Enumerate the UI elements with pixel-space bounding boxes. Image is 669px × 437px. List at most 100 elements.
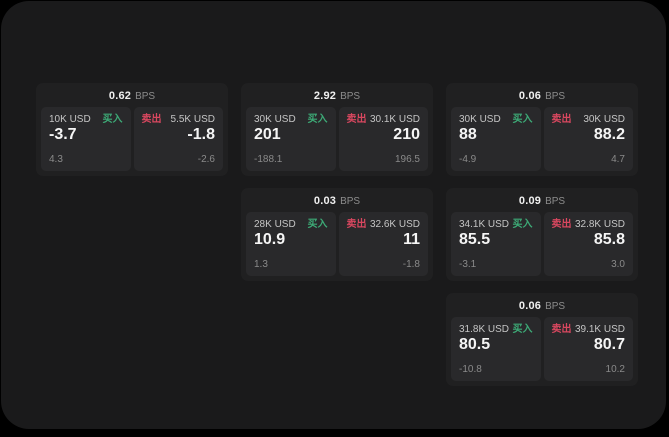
card-header: 2.92 BPS	[241, 87, 433, 105]
bps-value: 0.06	[518, 90, 542, 102]
sell-price: -1.8	[187, 126, 215, 143]
card-body: 30K USD 买入 201 -188.1 卖出 30.1K USD 210 1…	[241, 105, 433, 171]
main-panel: 0.62 BPS 10K USD 买入 -3.7 4.3 卖出 5.5K USD…	[1, 1, 666, 429]
card-body: 30K USD 买入 88 -4.9 卖出 30K USD 88.2 4.7	[446, 105, 638, 171]
sell-price: 85.8	[593, 231, 625, 248]
buy-amount: 30K USD	[459, 114, 501, 125]
card-body: 28K USD 买入 10.9 1.3 卖出 32.6K USD 11 -1.8	[241, 210, 433, 276]
sell-side-label: 卖出	[551, 114, 572, 125]
buy-side-label: 买入	[512, 114, 533, 125]
buy-top-row: 30K USD 买入	[459, 114, 533, 125]
buy-delta: -188.1	[254, 154, 283, 165]
buy-top-row: 10K USD 买入	[49, 114, 123, 125]
buy-top-row: 28K USD 买入	[254, 219, 328, 230]
bps-unit-label: BPS	[340, 195, 361, 207]
sell-side-label: 卖出	[346, 114, 367, 125]
buy-delta: -3.1	[459, 259, 477, 270]
sell-quote-panel[interactable]: 卖出 39.1K USD 80.7 10.2	[543, 317, 633, 381]
sell-amount: 5.5K USD	[170, 114, 215, 125]
sell-quote-panel[interactable]: 卖出 32.8K USD 85.8 3.0	[543, 212, 633, 276]
card-header: 0.06 BPS	[446, 297, 638, 315]
bps-unit-label: BPS	[340, 90, 361, 102]
buy-quote-panel[interactable]: 10K USD 买入 -3.7 4.3	[41, 107, 131, 171]
sell-quote-panel[interactable]: 卖出 30.1K USD 210 196.5	[338, 107, 428, 171]
buy-quote-panel[interactable]: 28K USD 买入 10.9 1.3	[246, 212, 336, 276]
buy-price: 10.9	[254, 231, 286, 248]
sell-delta: 3.0	[611, 259, 625, 270]
sell-price: 80.7	[593, 336, 625, 353]
sell-top-row: 卖出 5.5K USD	[142, 114, 216, 125]
quote-card[interactable]: 2.92 BPS 30K USD 买入 201 -188.1 卖出 30.1K …	[241, 83, 433, 176]
buy-price: 85.5	[459, 231, 491, 248]
buy-amount: 31.8K USD	[459, 324, 510, 335]
buy-quote-panel[interactable]: 30K USD 买入 201 -188.1	[246, 107, 336, 171]
bps-value: 2.92	[313, 90, 337, 102]
sell-quote-panel[interactable]: 卖出 30K USD 88.2 4.7	[543, 107, 633, 171]
sell-delta: 10.2	[605, 364, 625, 375]
buy-price: -3.7	[49, 126, 77, 143]
bps-unit-label: BPS	[135, 90, 156, 102]
sell-price: 88.2	[593, 126, 625, 143]
sell-side-label: 卖出	[551, 219, 572, 230]
card-header: 0.06 BPS	[446, 87, 638, 105]
buy-quote-panel[interactable]: 31.8K USD 买入 80.5 -10.8	[451, 317, 541, 381]
sell-amount: 32.6K USD	[369, 219, 420, 230]
card-body: 31.8K USD 买入 80.5 -10.8 卖出 39.1K USD 80.…	[446, 315, 638, 381]
buy-top-row: 31.8K USD 买入	[459, 324, 533, 335]
sell-price: 11	[403, 231, 420, 248]
buy-top-row: 30K USD 买入	[254, 114, 328, 125]
sell-side-label: 卖出	[346, 219, 367, 230]
sell-quote-panel[interactable]: 卖出 32.6K USD 11 -1.8	[338, 212, 428, 276]
buy-side-label: 买入	[102, 114, 123, 125]
buy-price: 88	[459, 126, 477, 143]
card-header: 0.03 BPS	[241, 192, 433, 210]
bps-value: 0.03	[313, 195, 337, 207]
buy-delta: -4.9	[459, 154, 477, 165]
card-header: 0.62 BPS	[36, 87, 228, 105]
buy-amount: 28K USD	[254, 219, 296, 230]
sell-delta: 196.5	[394, 154, 420, 165]
buy-price: 80.5	[459, 336, 491, 353]
buy-amount: 10K USD	[49, 114, 91, 125]
buy-side-label: 买入	[512, 324, 533, 335]
sell-top-row: 卖出 30.1K USD	[347, 114, 421, 125]
buy-price: 201	[254, 126, 281, 143]
quote-card[interactable]: 0.03 BPS 28K USD 买入 10.9 1.3 卖出 32.6K US…	[241, 188, 433, 281]
buy-top-row: 34.1K USD 买入	[459, 219, 533, 230]
buy-delta: -10.8	[459, 364, 482, 375]
sell-quote-panel[interactable]: 卖出 5.5K USD -1.8 -2.6	[133, 107, 223, 171]
card-body: 10K USD 买入 -3.7 4.3 卖出 5.5K USD -1.8 -2.…	[36, 105, 228, 171]
bps-value: 0.62	[108, 90, 132, 102]
sell-delta: 4.7	[611, 154, 625, 165]
sell-top-row: 卖出 30K USD	[552, 114, 626, 125]
card-body: 34.1K USD 买入 85.5 -3.1 卖出 32.8K USD 85.8…	[446, 210, 638, 276]
card-header: 0.09 BPS	[446, 192, 638, 210]
bps-unit-label: BPS	[545, 195, 566, 207]
bps-value: 0.09	[518, 195, 542, 207]
buy-delta: 4.3	[49, 154, 63, 165]
buy-side-label: 买入	[307, 114, 328, 125]
buy-quote-panel[interactable]: 30K USD 买入 88 -4.9	[451, 107, 541, 171]
sell-amount: 30K USD	[583, 114, 625, 125]
buy-amount: 30K USD	[254, 114, 296, 125]
quote-card[interactable]: 0.06 BPS 30K USD 买入 88 -4.9 卖出 30K USD 8…	[446, 83, 638, 176]
buy-side-label: 买入	[307, 219, 328, 230]
sell-amount: 30.1K USD	[369, 114, 420, 125]
sell-amount: 32.8K USD	[574, 219, 625, 230]
buy-side-label: 买入	[512, 219, 533, 230]
sell-top-row: 卖出 32.8K USD	[552, 219, 626, 230]
bps-unit-label: BPS	[545, 300, 566, 312]
sell-delta: -1.8	[402, 259, 420, 270]
quote-card[interactable]: 0.09 BPS 34.1K USD 买入 85.5 -3.1 卖出 32.8K…	[446, 188, 638, 281]
sell-side-label: 卖出	[551, 324, 572, 335]
buy-amount: 34.1K USD	[459, 219, 510, 230]
sell-price: 210	[393, 126, 420, 143]
buy-quote-panel[interactable]: 34.1K USD 买入 85.5 -3.1	[451, 212, 541, 276]
sell-amount: 39.1K USD	[574, 324, 625, 335]
sell-side-label: 卖出	[141, 114, 162, 125]
bps-value: 0.06	[518, 300, 542, 312]
quote-card[interactable]: 0.06 BPS 31.8K USD 买入 80.5 -10.8 卖出 39.1…	[446, 293, 638, 386]
bps-unit-label: BPS	[545, 90, 566, 102]
quote-card[interactable]: 0.62 BPS 10K USD 买入 -3.7 4.3 卖出 5.5K USD…	[36, 83, 228, 176]
